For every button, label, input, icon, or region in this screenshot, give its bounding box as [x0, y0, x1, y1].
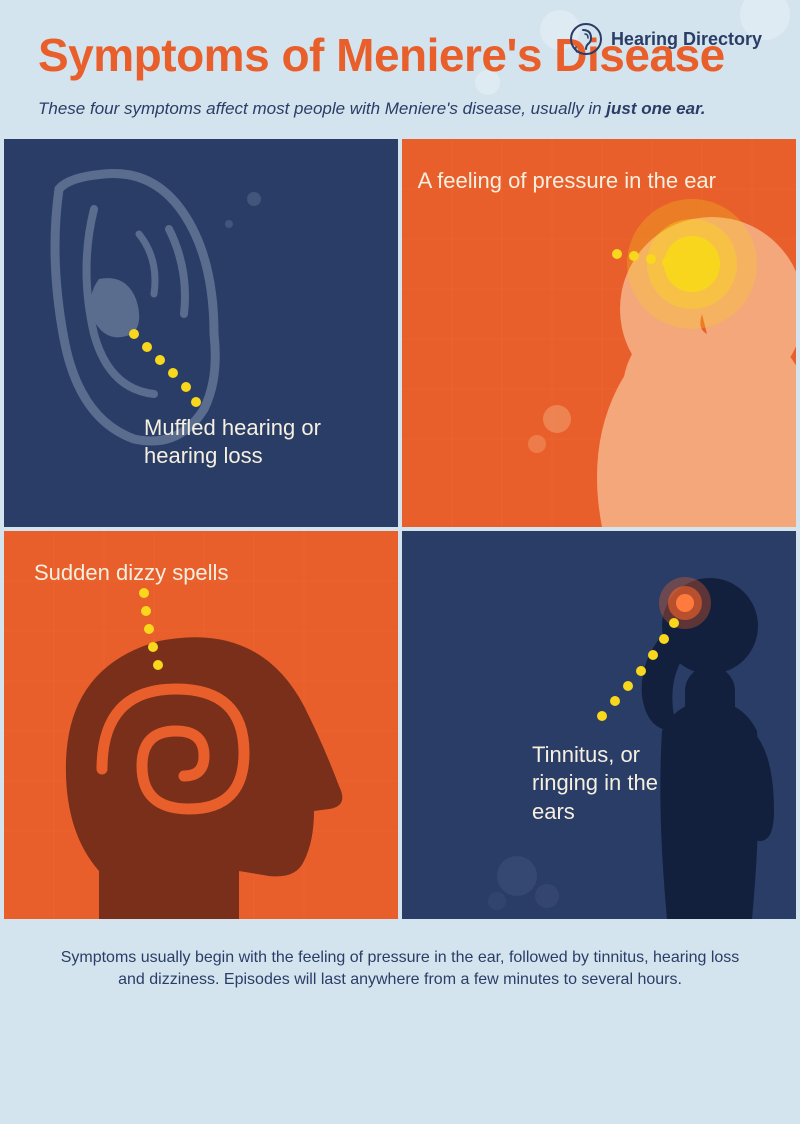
quad-label: A feeling of pressure in the ear	[418, 167, 716, 196]
quad-hearing-loss: Muffled hearing or hearing loss	[4, 139, 398, 527]
ear-logo-icon	[569, 22, 603, 56]
quad-label: Muffled hearing or hearing loss	[144, 414, 398, 471]
header: Symptoms of Meniere's Disease These four…	[0, 0, 800, 139]
quad-label: Tinnitus, or ringing in the ears	[532, 741, 682, 827]
pressure-illustration-icon	[402, 139, 796, 527]
quad-pressure: A feeling of pressure in the ear	[402, 139, 796, 527]
logo: Hearing Directory	[569, 22, 762, 56]
quad-label: Sudden dizzy spells	[34, 559, 228, 588]
subtitle: These four symptoms affect most people w…	[38, 99, 762, 119]
dizzy-illustration-icon	[4, 531, 398, 919]
subtitle-prefix: These four symptoms affect most people w…	[38, 99, 606, 118]
logo-text: Hearing Directory	[611, 29, 762, 50]
footer-text: Symptoms usually begin with the feeling …	[60, 947, 740, 992]
subtitle-bold: just one ear.	[606, 99, 705, 118]
quad-tinnitus: Tinnitus, or ringing in the ears	[402, 531, 796, 919]
quad-dizzy: Sudden dizzy spells	[4, 531, 398, 919]
symptom-grid: Muffled hearing or hearing loss	[0, 139, 800, 919]
tinnitus-illustration-icon	[402, 531, 796, 919]
footer: Symptoms usually begin with the feeling …	[0, 919, 800, 1020]
